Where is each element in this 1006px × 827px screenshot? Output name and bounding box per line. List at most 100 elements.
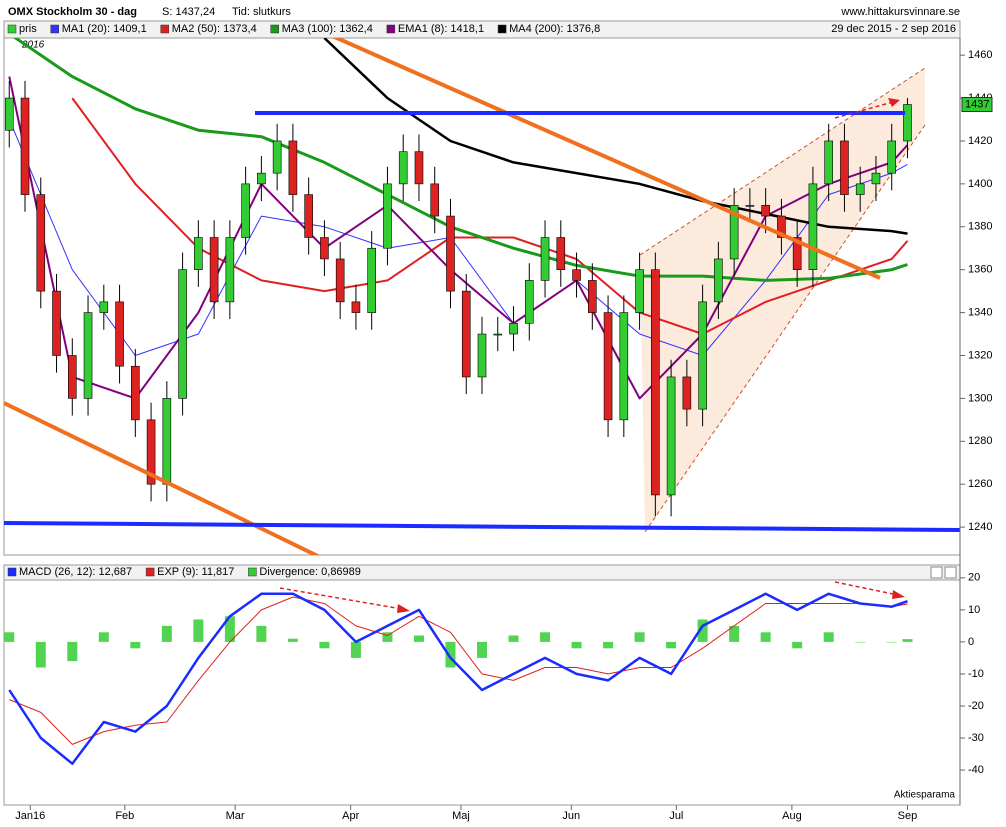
y-tick-label: 1280 bbox=[968, 435, 992, 447]
candle-body bbox=[146, 419, 156, 485]
zoom-icon[interactable] bbox=[930, 566, 943, 579]
candle-body bbox=[335, 258, 345, 303]
macd-panel bbox=[3, 564, 961, 806]
candle-body bbox=[36, 194, 46, 292]
y-tick-label: 1420 bbox=[968, 135, 992, 147]
divergence-bar bbox=[193, 619, 204, 642]
y-tick-label: 1240 bbox=[968, 521, 992, 533]
legend-swatch bbox=[386, 24, 396, 34]
candle-body bbox=[351, 301, 361, 313]
candle-body bbox=[903, 104, 912, 142]
candle-body bbox=[194, 237, 203, 270]
candle-body bbox=[761, 205, 770, 217]
x-tick-label: Jul bbox=[669, 810, 683, 822]
candle-body bbox=[383, 183, 392, 249]
candle-body bbox=[745, 205, 755, 207]
y-tick-label: 1340 bbox=[968, 306, 992, 318]
y-tick-label: 20 bbox=[968, 572, 980, 584]
arrow-head bbox=[397, 604, 410, 613]
legend-label: Divergence: 0,86989 bbox=[259, 566, 361, 578]
channel-upper bbox=[639, 67, 926, 256]
y-tick-label: 1380 bbox=[968, 221, 992, 233]
channel-lower bbox=[644, 124, 926, 533]
candle-body bbox=[887, 140, 897, 174]
candle-body bbox=[603, 312, 613, 421]
candle-body bbox=[855, 183, 865, 195]
price-type: Tid: slutkurs bbox=[232, 6, 291, 18]
legend-swatch bbox=[497, 24, 507, 34]
price-plot bbox=[4, 38, 926, 533]
divergence-bar bbox=[792, 641, 803, 649]
close-icon[interactable] bbox=[944, 566, 957, 579]
candle-body bbox=[367, 247, 376, 313]
legend-swatch bbox=[50, 24, 59, 34]
candle-body bbox=[651, 269, 660, 496]
support-trend-line bbox=[4, 401, 321, 555]
candle-body bbox=[777, 215, 786, 238]
legend-swatch bbox=[270, 24, 279, 34]
candle-body bbox=[682, 376, 692, 410]
divergence-bar bbox=[760, 632, 771, 642]
candle-body bbox=[871, 172, 881, 185]
candle-body bbox=[588, 280, 597, 313]
x-tick-label: Sep bbox=[898, 810, 918, 822]
divergence-bar bbox=[540, 632, 551, 642]
candle-body bbox=[635, 269, 644, 313]
divergence-bar bbox=[382, 632, 393, 642]
candle-body bbox=[257, 172, 266, 185]
price-annotations bbox=[4, 38, 960, 555]
x-tick-label: Jan16 bbox=[15, 810, 45, 822]
divergence-bar bbox=[666, 641, 677, 649]
candle-body bbox=[52, 290, 61, 356]
candle-body bbox=[225, 237, 235, 303]
candle-body bbox=[524, 280, 534, 324]
y-tick-label: -10 bbox=[968, 668, 984, 680]
legend-swatch bbox=[7, 24, 17, 34]
candle-body bbox=[509, 323, 518, 335]
candle-body bbox=[493, 333, 503, 336]
x-tick-label: Apr bbox=[342, 810, 359, 822]
y-tick-label: 1320 bbox=[968, 349, 992, 361]
candle-body bbox=[20, 97, 30, 195]
y-tick-label: 1300 bbox=[968, 392, 992, 404]
legend-swatch bbox=[248, 567, 257, 577]
candle-body bbox=[698, 301, 707, 410]
candle-body bbox=[619, 312, 629, 421]
series-line bbox=[9, 596, 908, 745]
last-price-label: 1437 bbox=[965, 98, 989, 110]
series-line bbox=[8, 76, 909, 400]
candle-body bbox=[477, 333, 487, 378]
candle-body bbox=[714, 258, 723, 303]
site: www.hittakursvinnare.se bbox=[840, 6, 960, 18]
last-price: S: 1437,24 bbox=[162, 6, 215, 18]
divergence-bar bbox=[350, 641, 361, 658]
divergence-bar bbox=[224, 616, 235, 642]
support-level bbox=[4, 521, 960, 532]
candle-body bbox=[540, 237, 550, 281]
y-tick-label: 10 bbox=[968, 604, 980, 616]
series-line bbox=[323, 38, 908, 235]
legend-label: MACD (26, 12): 12,687 bbox=[19, 566, 132, 578]
divergence-bar bbox=[319, 641, 330, 649]
legend-label: pris bbox=[19, 23, 37, 35]
divergence-bar bbox=[256, 625, 267, 642]
series-line bbox=[71, 97, 909, 335]
arrow-head bbox=[888, 98, 900, 107]
resistance-line bbox=[331, 38, 881, 280]
divergence-bar bbox=[697, 619, 708, 642]
legend-swatch bbox=[7, 567, 17, 577]
candle-body bbox=[840, 140, 849, 195]
y-tick-label: -40 bbox=[968, 764, 984, 776]
legend-swatch bbox=[160, 24, 169, 34]
candle-body bbox=[241, 183, 250, 238]
candle-body bbox=[556, 237, 566, 270]
y-tick-label: 1460 bbox=[968, 49, 992, 61]
divergence-bar bbox=[603, 641, 614, 649]
candle-body bbox=[729, 205, 739, 260]
divergence-bar bbox=[130, 641, 141, 649]
candle-body bbox=[320, 237, 329, 260]
divergence-bar bbox=[823, 632, 834, 642]
candle-body bbox=[414, 151, 424, 185]
candle-body bbox=[178, 269, 187, 399]
